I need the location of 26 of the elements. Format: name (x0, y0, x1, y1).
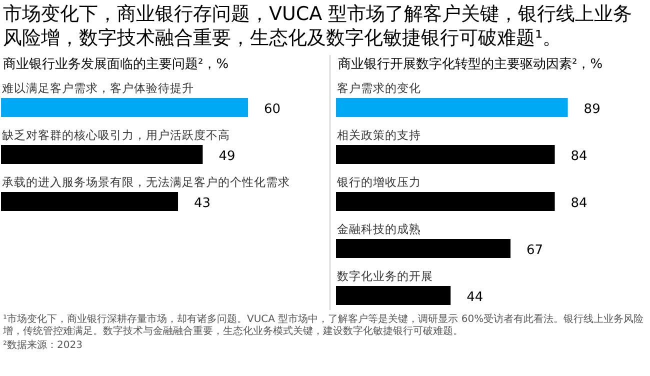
text: ²数据来源：2023 (3, 339, 82, 351)
text: 市场变化下，商业银行存问题，VUCA 型市场了解客户关键，银行线上业务风险增，数字技术融合重要，生态化及数字化敏捷银行可破难题¹。 (3, 3, 632, 49)
y-tick-label: 金融科技的成熟 (337, 222, 421, 236)
text: ¹市场变化下，商业银行深耕存量市场，却有诸多问题。VUCA 型市场中，了解客户等是关键，调研显示 60%受访者有此看法。银行线上业务风险增，传统管控难满足。数字技术与金融融合重要，生态化业务模式关键，建设数字化敏捷银行可破难题。 (2, 313, 644, 337)
data-label: 60 (264, 102, 281, 117)
data-label: 84 (570, 196, 588, 211)
y-tick-label: 银行的增收压力 (336, 175, 421, 189)
data-label: 49 (218, 149, 236, 164)
y-tick-label: 难以满足客户需求，客户体验待提升 (1, 81, 194, 95)
bar (336, 98, 568, 117)
chart-subtitle: 商业银行开展数字化转型的主要驱动因素²，% (338, 56, 603, 72)
bar (336, 286, 451, 305)
data-label: 43 (194, 196, 211, 211)
data-label: 84 (570, 149, 588, 164)
bar (336, 239, 510, 258)
y-tick-label: 相关政策的支持 (337, 128, 421, 142)
y-tick-label: 数字化业务的开展 (337, 269, 433, 283)
data-label: 44 (466, 290, 484, 305)
y-tick-label: 缺乏对客群的核心吸引力，用户活跃度不高 (2, 128, 230, 142)
y-tick-label: 客户需求的变化 (337, 81, 421, 95)
bar (336, 145, 555, 164)
y-tick-label: 承载的进入服务场景有限，无法满足客户的个性化需求 (2, 175, 290, 189)
chart-subtitle: 商业银行业务发展面临的主要问题²，% (3, 56, 229, 72)
bar (336, 192, 555, 211)
data-label: 89 (584, 102, 600, 117)
data-label: 67 (526, 243, 544, 258)
